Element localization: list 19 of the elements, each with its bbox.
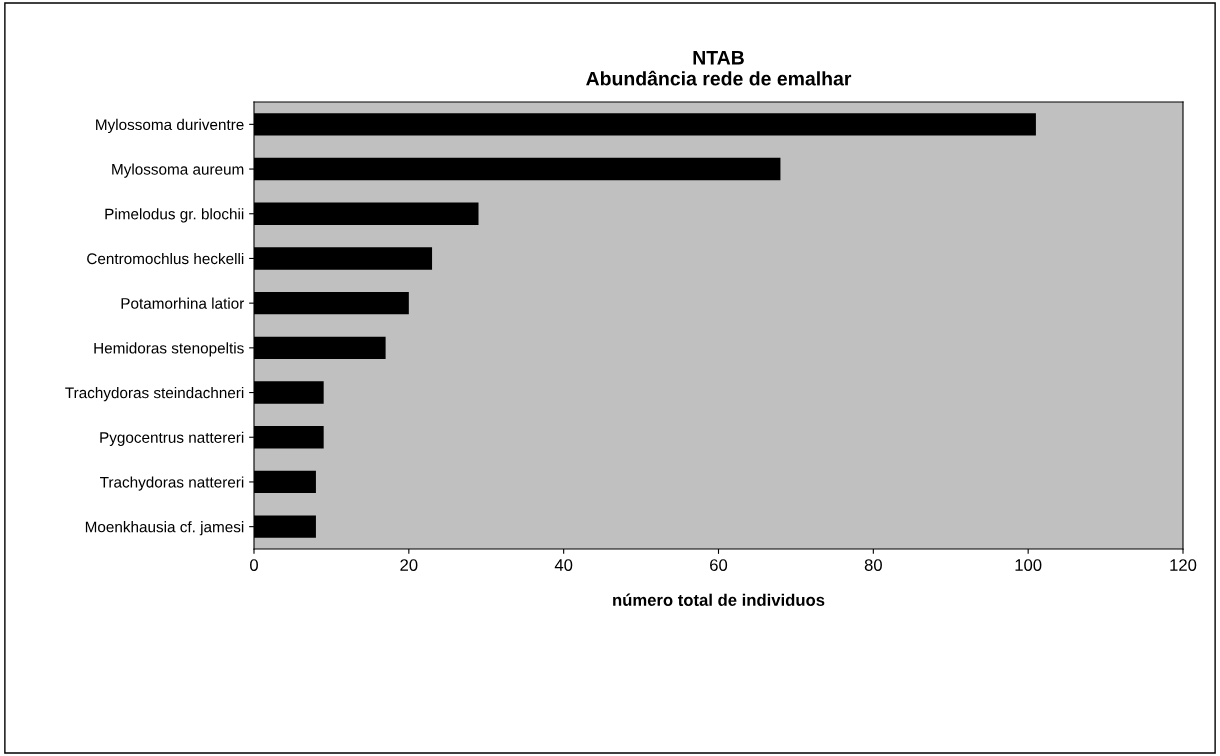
x-tick-label: 0: [250, 559, 258, 571]
x-tick-label: 40: [554, 559, 573, 571]
y-tick-label: Mylossoma duriventre: [96, 118, 244, 134]
y-tick-label: Centromochlus heckelli: [87, 252, 244, 265]
y-tick-label: Hemidoras stenopeltis: [94, 342, 244, 357]
y-tick-label: Moenkhausia cf. jamesi: [85, 521, 244, 536]
chart-title: NTAB Abundância rede de emalhar: [586, 51, 852, 86]
y-tick-label: Pimelodus gr. blochii: [105, 208, 244, 223]
y-tick-label: Mylossoma aureum: [112, 163, 244, 178]
x-tick-label: 100: [1015, 559, 1042, 571]
x-tick-label: 20: [400, 559, 418, 571]
x-tick-label: 60: [710, 559, 728, 571]
y-tick-label: Pygocentrus nattereri: [100, 431, 244, 446]
x-axis-title: número total de individuos: [613, 593, 825, 606]
y-tick-label: Potamorhina latior: [121, 297, 245, 309]
y-tick-label: Trachydoras steindachneri: [65, 387, 244, 402]
x-tick-label: 120: [1170, 559, 1197, 571]
x-tick-label: 80: [864, 559, 882, 571]
y-tick-label: Trachydoras nattereri: [100, 476, 244, 491]
